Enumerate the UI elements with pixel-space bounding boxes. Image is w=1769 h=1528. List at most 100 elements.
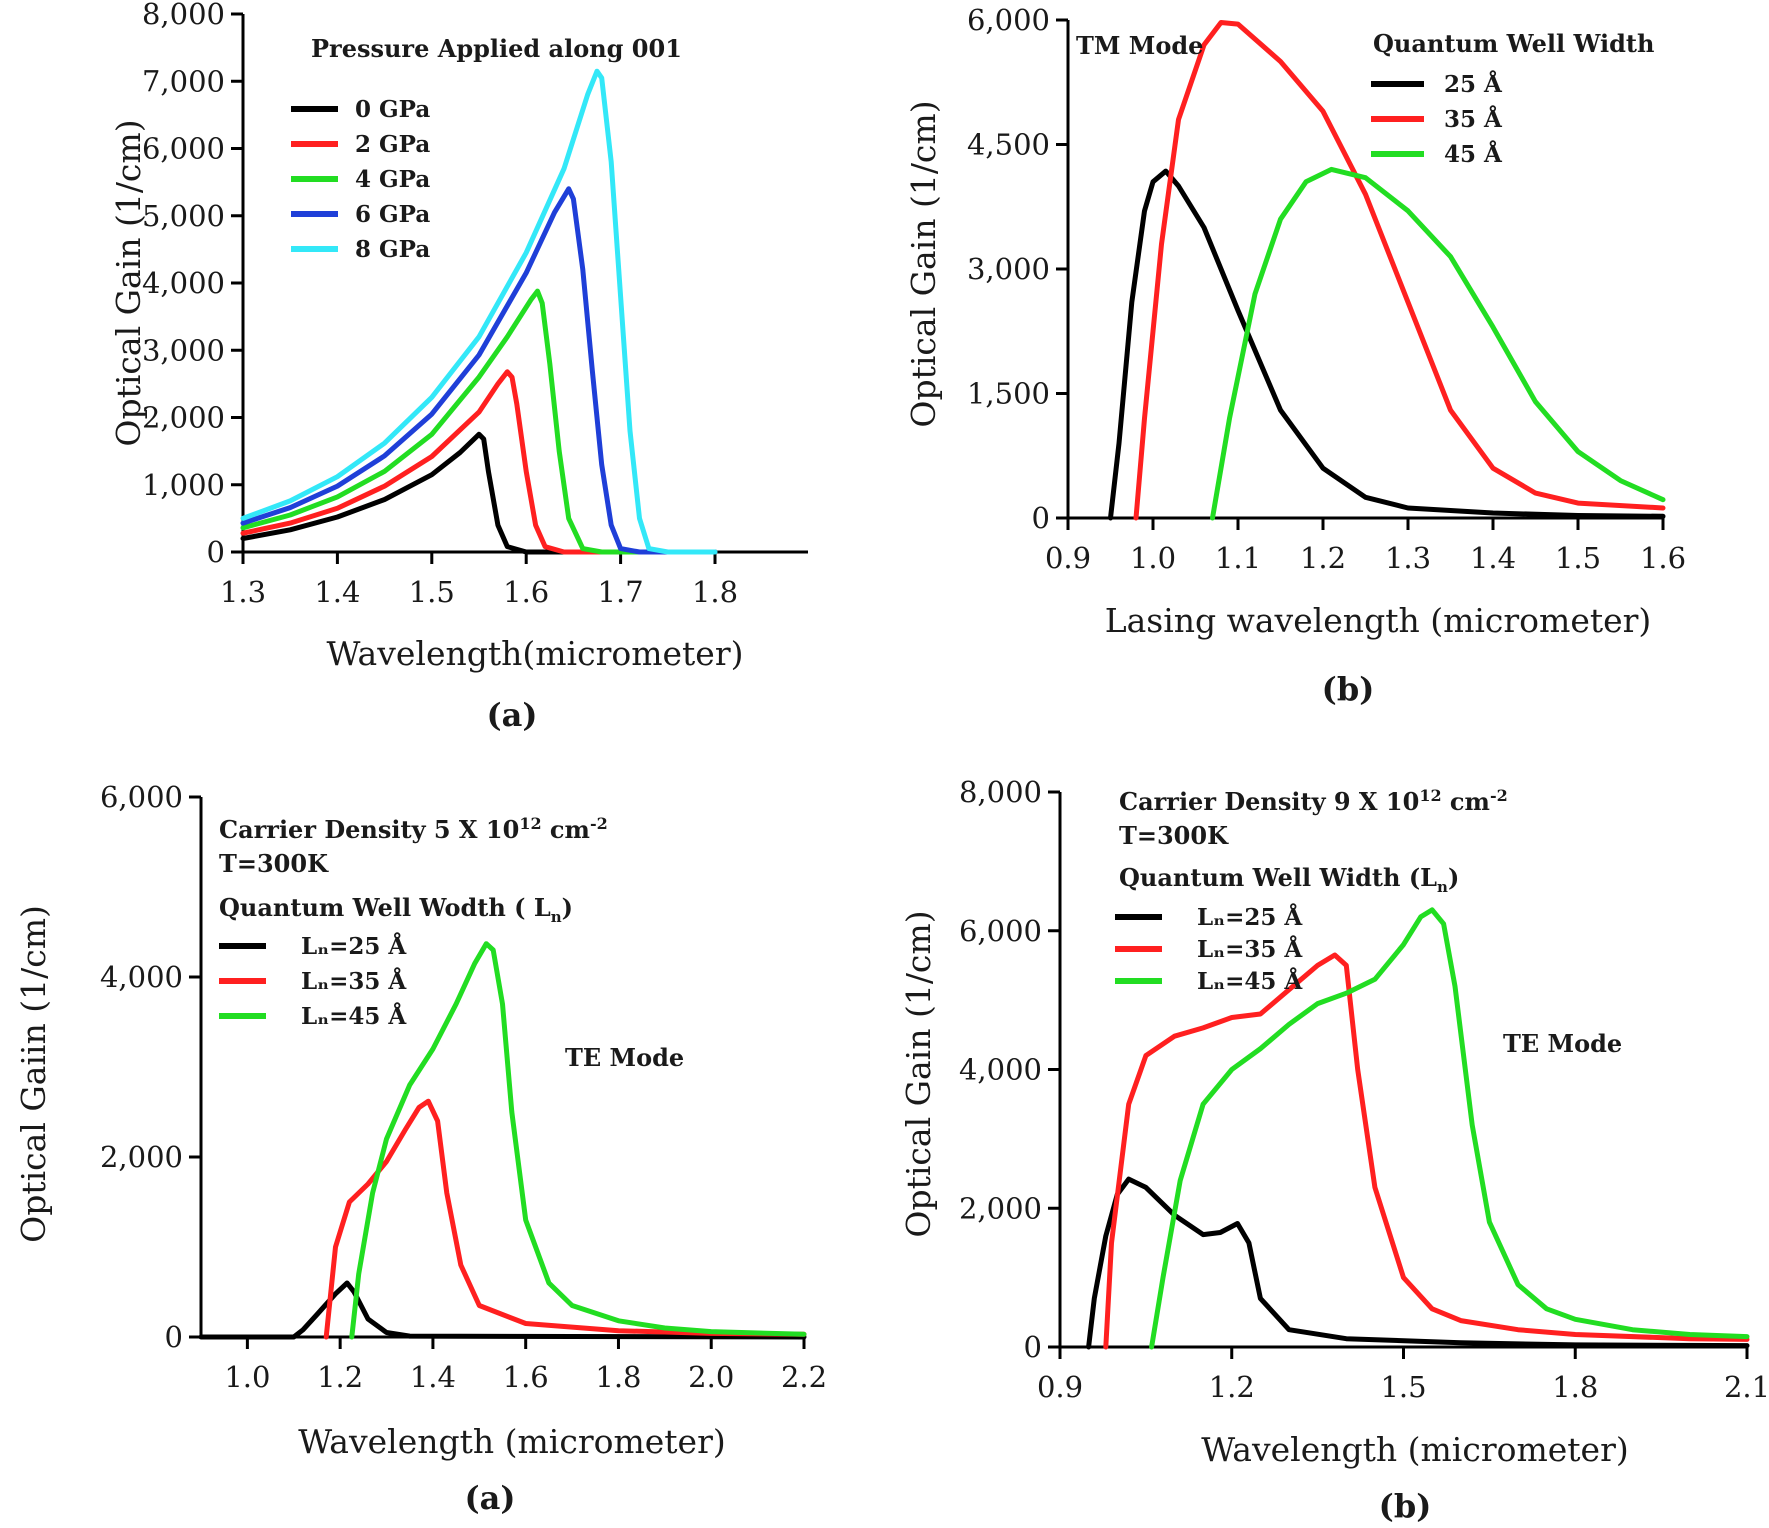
annotation-well-width-title: Quantum Well Wodth ( Ln): [219, 893, 573, 926]
legend-entry: Lₙ=35 Å: [301, 968, 407, 995]
x-tick-label: 1.3: [1385, 541, 1431, 575]
legend-entry: 2 GPa: [355, 131, 430, 158]
curves: [240, 68, 718, 555]
legend-entry: 8 GPa: [355, 236, 430, 263]
annotation-temperature: T=300K: [219, 849, 329, 878]
annotation-carrier-density: Carrier Density 9 X 1012 cm-2: [1119, 786, 1508, 816]
x-tick-label: 1.1: [1215, 541, 1261, 575]
y-tick-label: 0: [207, 535, 225, 569]
y-tick-label: 5,000: [142, 199, 225, 233]
x-tick-label: 1.4: [410, 1360, 456, 1394]
legend-entry: Lₙ=45 Å: [301, 1003, 407, 1030]
y-tick-label: 8,000: [959, 775, 1042, 809]
panel-a-bottom: 0 2,000 4,000 6,000 1.0 1.2 1.4 1.6 1.8 2.0 2.2 W…: [14, 780, 827, 1517]
series-line-2: [349, 941, 807, 1340]
y-axis-label: Optical Gain (1/cm): [899, 910, 938, 1237]
y-tick-label: 0: [1024, 1330, 1042, 1364]
x-axis-label: Wavelength (micrometer): [1201, 1430, 1628, 1469]
panel-b-top: 0 1,500 3,000 4,500 6,000 0.9 1.0 1.1 1.2 1.3 1.4…: [904, 3, 1686, 708]
legend-entry: 4 GPa: [355, 166, 430, 193]
x-tick-label: 1.2: [1209, 1370, 1255, 1404]
series-line-0: [198, 1280, 807, 1340]
series-line-4: [240, 68, 718, 555]
curves: [1108, 20, 1666, 521]
legend-title: Pressure Applied along 001: [311, 34, 682, 63]
y-tick-label: 1,500: [967, 377, 1050, 411]
series-line-1: [240, 369, 718, 555]
y-ticks: 0 2,000 4,000 6,000: [100, 780, 201, 1354]
panel-b-bottom: 0 2,000 4,000 6,000 8,000 0.9 1.2 1.5 1.8 2.1 Wa…: [899, 775, 1769, 1525]
y-tick-label: 4,000: [100, 960, 183, 994]
legend-entry: 45 Å: [1444, 141, 1503, 168]
panel-caption: (a): [486, 696, 537, 734]
series-line-0: [1108, 168, 1666, 521]
series-line-2: [240, 288, 718, 555]
y-ticks: 0 1,500 3,000 4,500 6,000: [967, 3, 1068, 535]
x-tick-label: 1.8: [595, 1360, 641, 1394]
series-line-2: [1149, 907, 1750, 1350]
series-line-3: [240, 186, 718, 555]
legend-entry: Lₙ=25 Å: [301, 933, 407, 960]
legend-entry: 35 Å: [1444, 106, 1503, 133]
curves: [1086, 907, 1750, 1350]
x-ticks: 0.9 1.2 1.5 1.8 2.1: [1037, 1347, 1769, 1404]
x-tick-label: 1.8: [692, 575, 738, 609]
legend: Lₙ=25 Å Lₙ=35 Å Lₙ=45 Å: [219, 933, 407, 1030]
x-axis-label: Lasing wavelength (micrometer): [1105, 601, 1652, 640]
y-tick-label: 4,500: [967, 128, 1050, 162]
x-tick-label: 1.2: [1300, 541, 1346, 575]
x-tick-label: 2.2: [781, 1360, 827, 1394]
y-tick-label: 8,000: [142, 0, 225, 31]
y-tick-label: 0: [1032, 501, 1050, 535]
y-axis-label: Optical Gain (1/cm): [109, 119, 148, 446]
series-line-1: [1133, 20, 1666, 521]
legend: 0 GPa 2 GPa 4 GPa 6 GPa 8 GPa: [291, 96, 430, 263]
legend-entry: Lₙ=45 Å: [1197, 968, 1303, 995]
series-line-2: [1210, 166, 1666, 521]
x-tick-label: 1.3: [220, 575, 266, 609]
series-line-1: [1103, 952, 1750, 1350]
y-axis-label: Optical Gaiin (1/cm): [14, 905, 53, 1243]
x-axis-label: Wavelength(micrometer): [327, 634, 744, 673]
y-ticks: 0 1,000 2,000 3,000 4,000 5,000 6,000 7,000 8,00…: [142, 0, 243, 569]
y-tick-label: 7,000: [142, 64, 225, 98]
y-tick-label: 6,000: [959, 914, 1042, 948]
series-line-0: [1086, 1176, 1750, 1350]
x-tick-label: 0.9: [1037, 1370, 1083, 1404]
x-tick-label: 1.6: [503, 1360, 549, 1394]
x-tick-label: 1.8: [1552, 1370, 1598, 1404]
y-tick-label: 6,000: [100, 780, 183, 814]
y-tick-label: 2,000: [142, 401, 225, 435]
x-tick-label: 1.7: [598, 575, 644, 609]
y-tick-label: 6,000: [967, 3, 1050, 37]
x-tick-label: 2.1: [1724, 1370, 1769, 1404]
legend-entry: 25 Å: [1444, 71, 1503, 98]
annotation-well-width-title: Quantum Well Width (Ln): [1119, 863, 1459, 896]
x-tick-label: 1.5: [1380, 1370, 1426, 1404]
y-tick-label: 6,000: [142, 132, 225, 166]
y-tick-label: 2,000: [100, 1140, 183, 1174]
x-ticks: 1.3 1.4 1.5 1.6 1.7 1.8: [220, 552, 738, 609]
annotation-te-mode: TE Mode: [565, 1043, 684, 1072]
x-axis-label: Wavelength (micrometer): [298, 1422, 725, 1461]
legend-entry: Lₙ=35 Å: [1197, 936, 1303, 963]
x-tick-label: 1.4: [314, 575, 360, 609]
y-tick-label: 3,000: [967, 252, 1050, 286]
annotation-te-mode: TE Mode: [1503, 1029, 1622, 1058]
legend-entry: Lₙ=25 Å: [1197, 904, 1303, 931]
panel-caption: (a): [464, 1479, 515, 1517]
panel-a-top: 0 1,000 2,000 3,000 4,000 5,000 6,000 7,000 8,00…: [109, 0, 808, 734]
series-line-0: [240, 431, 718, 555]
legend: 25 Å 35 Å 45 Å: [1371, 71, 1503, 168]
x-tick-label: 0.9: [1045, 541, 1091, 575]
x-ticks: 1.0 1.2 1.4 1.6 1.8 2.0 2.2: [224, 1337, 827, 1394]
panel-caption: (b): [1379, 1487, 1432, 1525]
annotation-carrier-density: Carrier Density 5 X 1012 cm-2: [219, 814, 608, 844]
y-axis-label: Optical Gain (1/cm): [904, 100, 943, 427]
y-tick-label: 3,000: [142, 333, 225, 367]
curves: [198, 941, 807, 1340]
x-tick-label: 1.4: [1470, 541, 1516, 575]
series-line-1: [323, 1098, 807, 1340]
panel-caption: (b): [1322, 670, 1375, 708]
y-tick-label: 1,000: [142, 468, 225, 502]
